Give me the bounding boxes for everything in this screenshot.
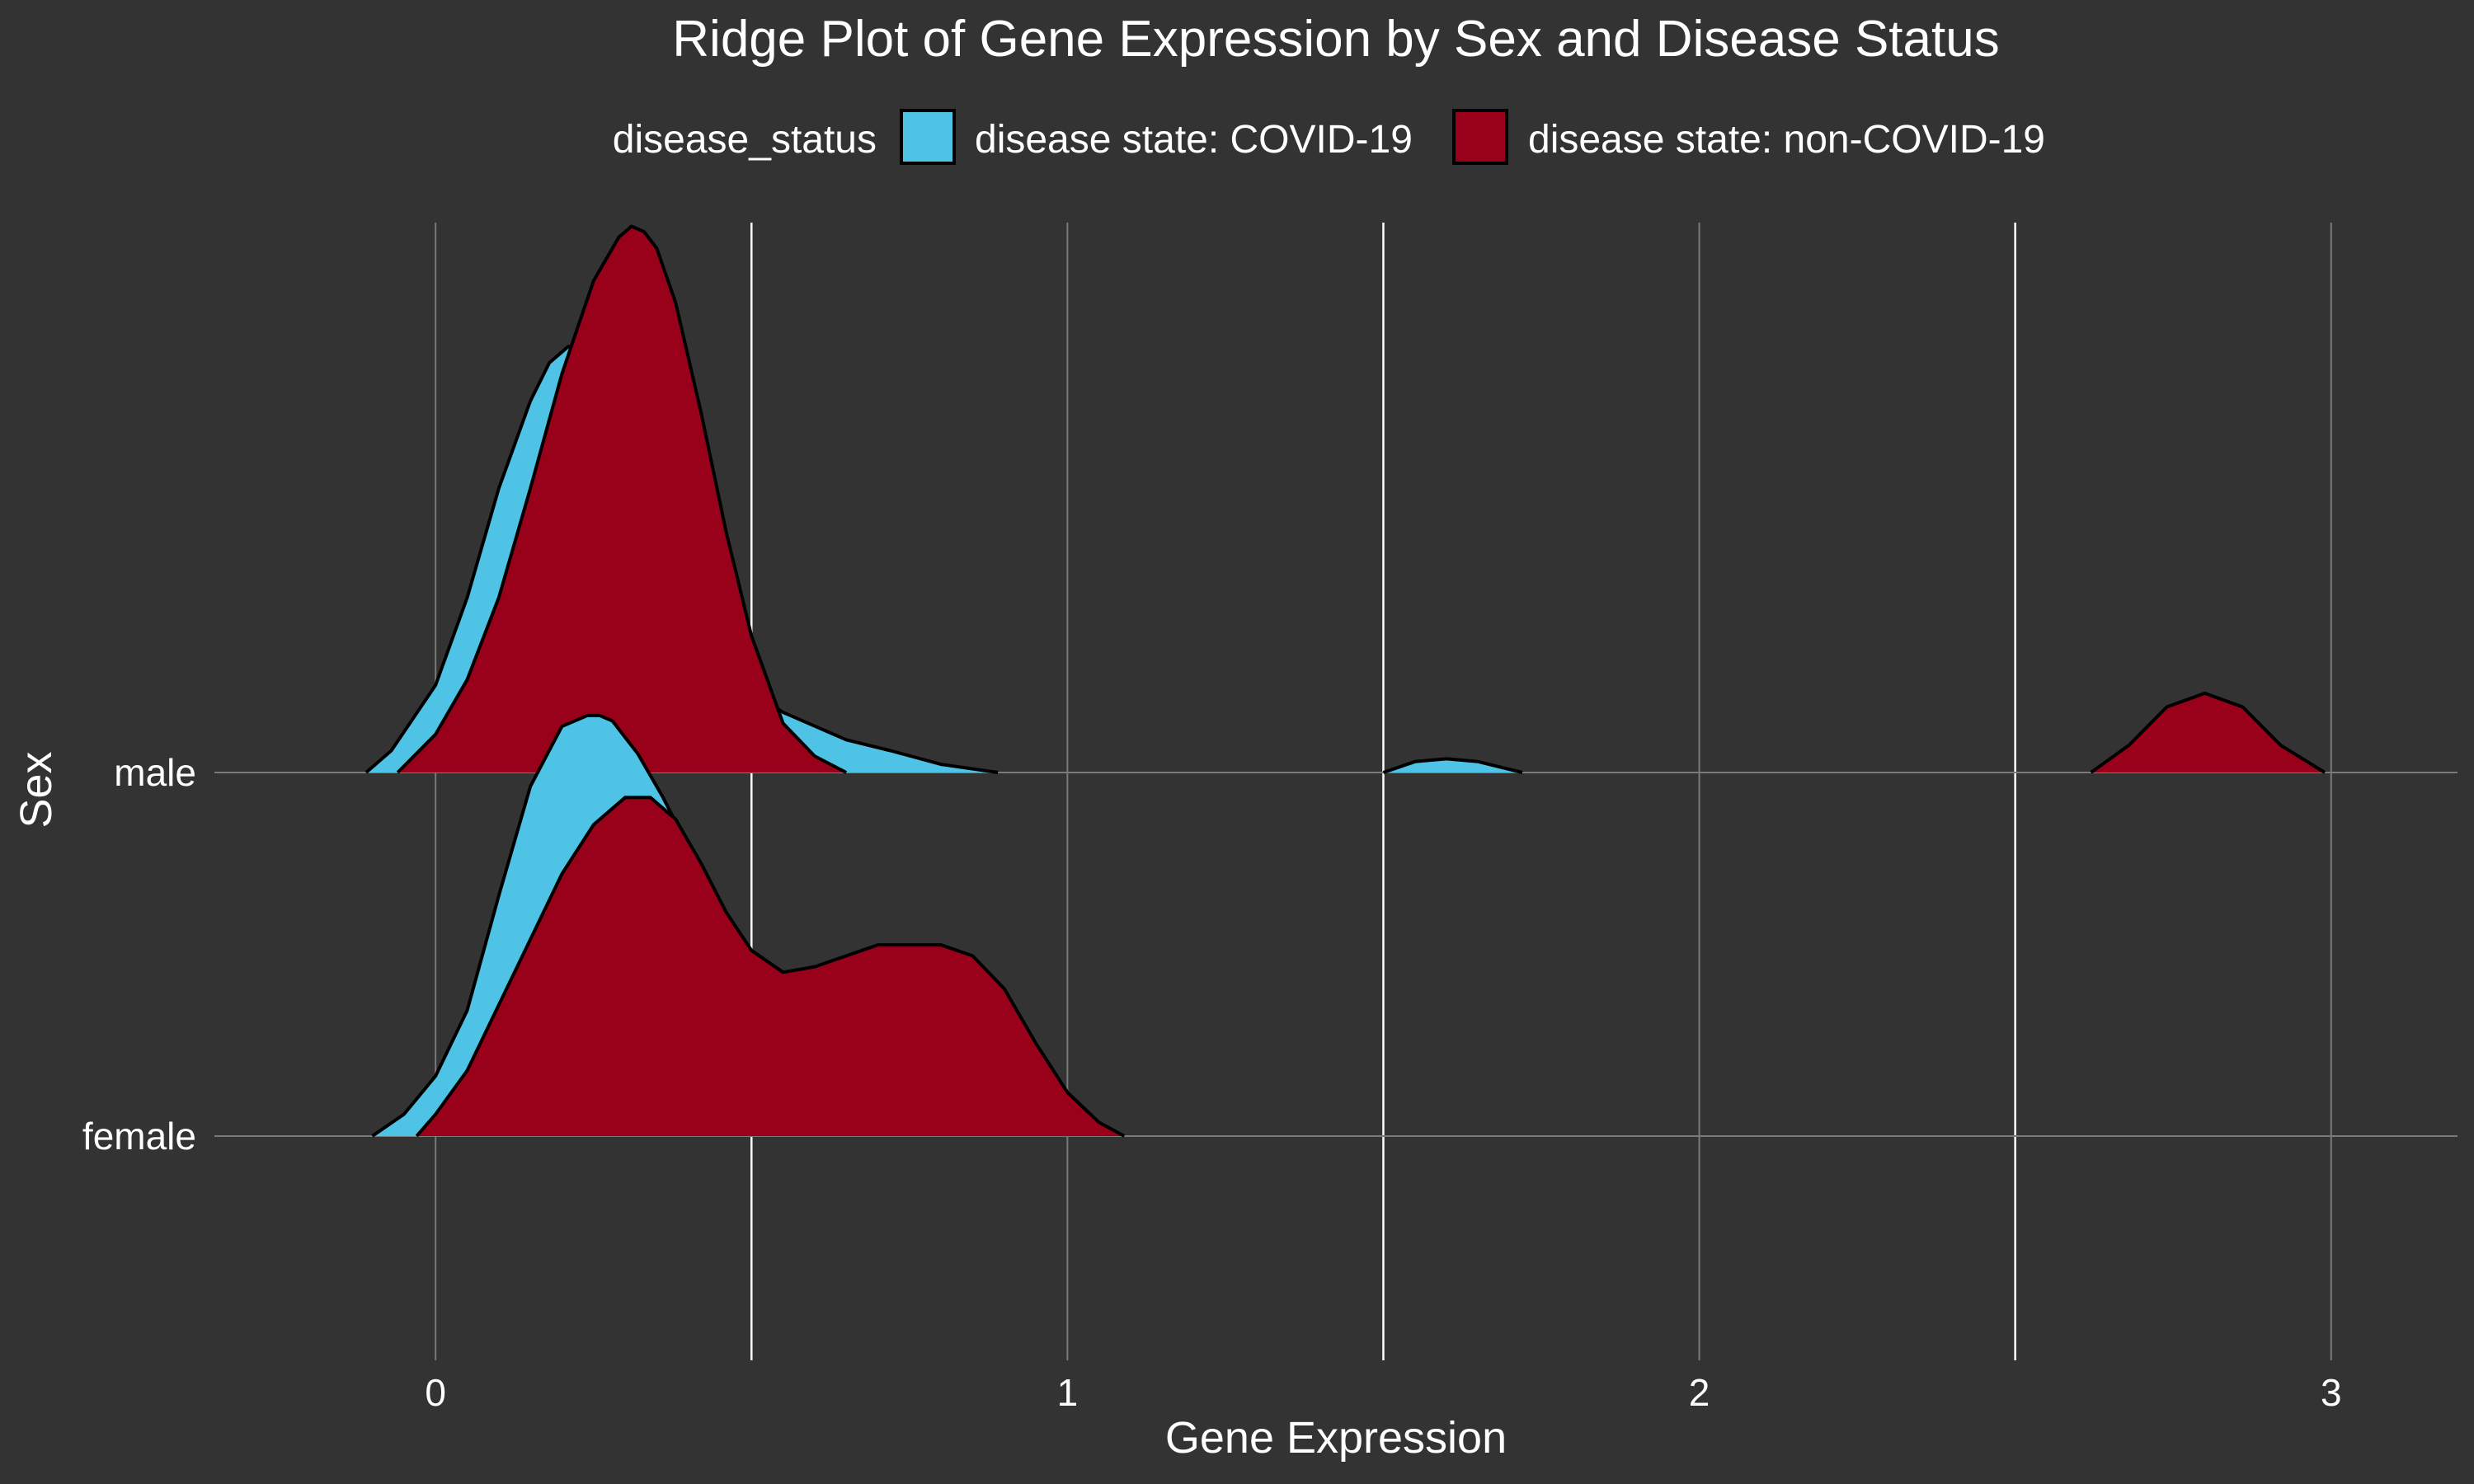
- grid-layer: [214, 223, 2458, 1360]
- x-tick-label-1: 1: [1057, 1371, 1079, 1414]
- ridge-male-non-covid-2-fill: [397, 226, 847, 773]
- x-tick-label-3: 3: [2321, 1371, 2342, 1414]
- ridge-male-non-covid-3-fill: [2091, 693, 2326, 773]
- legend-swatch-non-covid: [1452, 109, 1508, 165]
- ridge-male-covid-1-outline: [1382, 757, 1523, 774]
- legend-swatch-covid: [900, 109, 956, 165]
- x-axis-title: Gene Expression: [1165, 1413, 1507, 1463]
- ridge-female-non-covid-1-outline: [415, 796, 1126, 1138]
- ridge-male-non-covid-3-outline: [2090, 691, 2326, 774]
- x-tick-label-2: 2: [1689, 1371, 1710, 1414]
- legend-label-covid: disease state: COVID-19: [975, 118, 1413, 162]
- ridge-female-non-covid-1-fill: [416, 797, 1125, 1136]
- legend-label-non-covid: disease state: non-COVID-19: [1528, 118, 2045, 162]
- x-tick-labels: 0 1 2 3: [425, 1371, 2341, 1414]
- y-tick-label-male: male: [114, 751, 196, 794]
- x-tick-label-0: 0: [425, 1371, 446, 1414]
- chart-title: Ridge Plot of Gene Expression by Sex and…: [672, 11, 1999, 68]
- ridge-male-non-covid-2-outline: [396, 224, 848, 774]
- y-tick-label-female: female: [82, 1115, 196, 1158]
- y-tick-labels: male female: [82, 751, 196, 1158]
- legend: disease_status disease state: COVID-19 d…: [613, 109, 2045, 165]
- y-axis-title: Sex: [12, 751, 61, 828]
- legend-title: disease_status: [613, 118, 877, 162]
- ridge-layer: [365, 224, 2326, 1138]
